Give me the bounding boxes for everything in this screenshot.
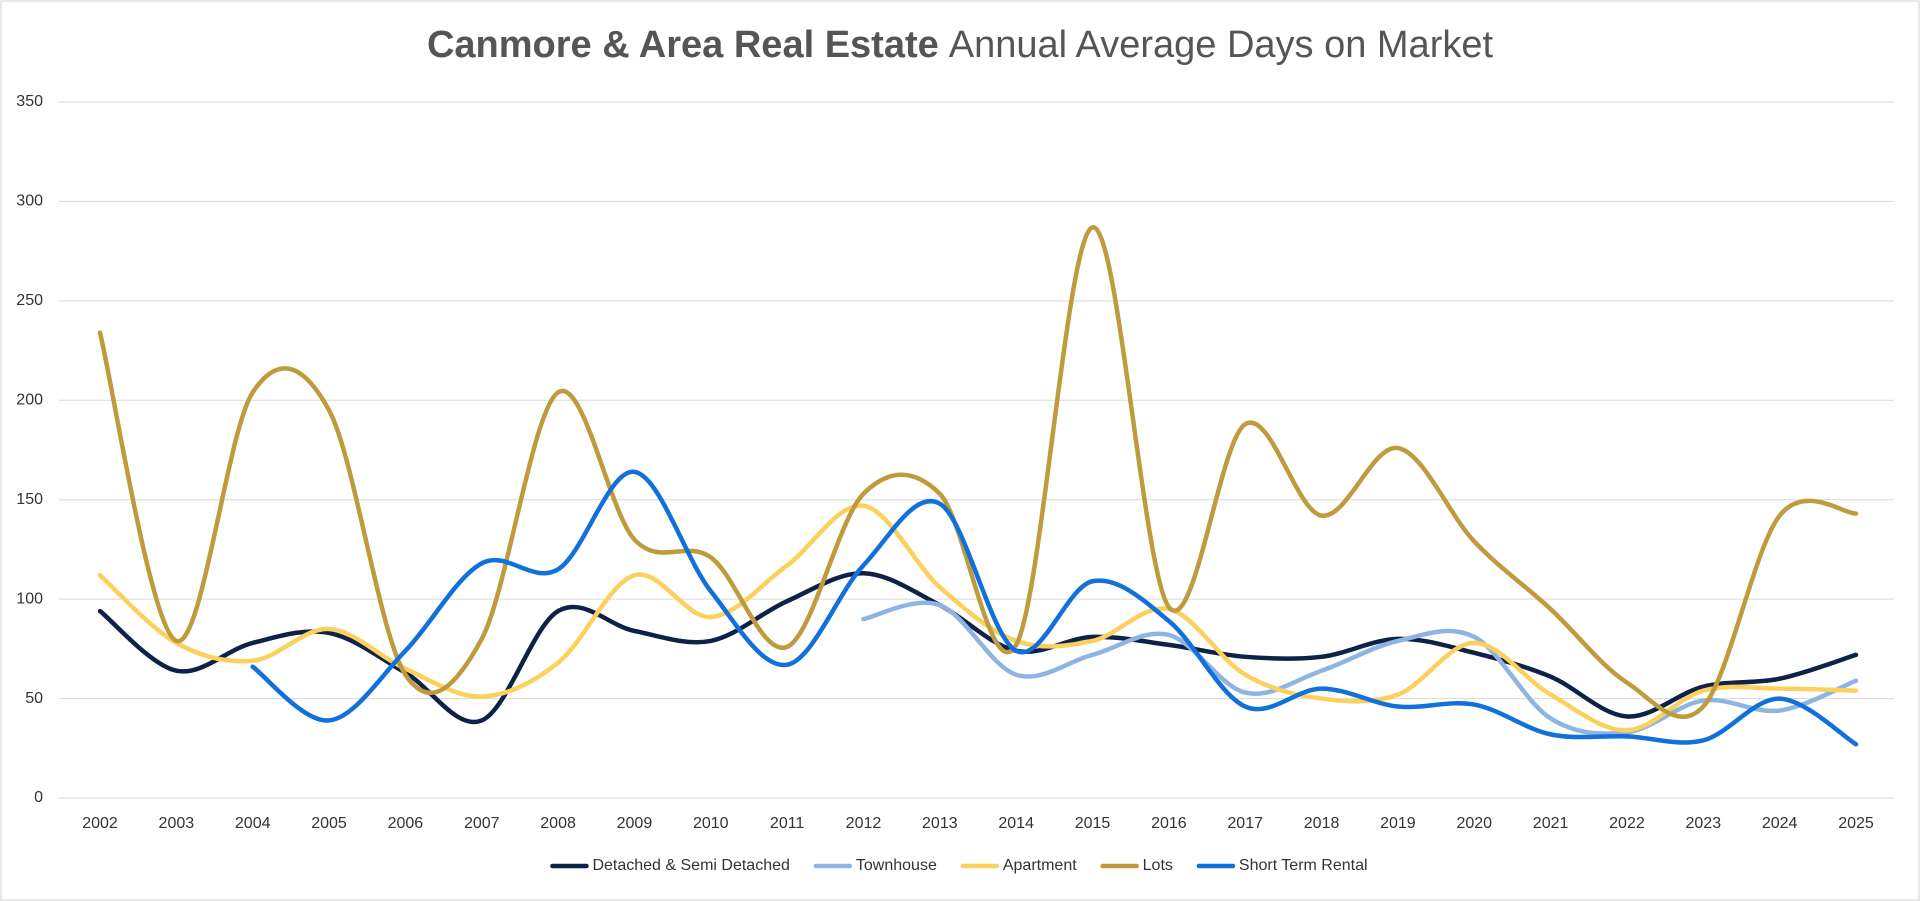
series-line [861, 600, 1859, 736]
x-tick-label: 2025 [1838, 815, 1874, 832]
y-tick-label: 0 [34, 789, 43, 806]
x-tick-label: 2019 [1380, 815, 1416, 832]
x-tick-label: 2009 [617, 815, 653, 832]
x-tick-label: 2016 [1151, 815, 1187, 832]
y-tick-label: 150 [16, 491, 43, 508]
x-tick-label: 2006 [388, 815, 424, 832]
x-tick-label: 2003 [159, 815, 195, 832]
y-tick-label: 50 [25, 690, 43, 707]
x-tick-label: 2023 [1686, 815, 1722, 832]
chart-heading: Canmore & Area Real Estate Annual Average… [427, 24, 1494, 66]
x-tick-label: 2012 [846, 815, 882, 832]
x-tick-label: 2024 [1762, 815, 1798, 832]
series-line [250, 469, 1859, 747]
y-tick-label: 350 [16, 93, 43, 110]
x-tick-label: 2022 [1609, 815, 1645, 832]
y-tick-label: 250 [16, 292, 43, 309]
x-tick-label: 2021 [1533, 815, 1569, 832]
legend: Detached & Semi Detached Townhouse Apartme… [550, 857, 1368, 874]
x-tick-label: 2017 [1227, 815, 1263, 832]
x-tick-label: 2013 [922, 815, 958, 832]
x-tick-label: 2002 [82, 815, 118, 832]
chart-subtitle: Annual Average Days on Market [949, 24, 1494, 66]
chart-title: Canmore & Area Real Estate [427, 24, 939, 66]
x-tick-label: 2020 [1456, 815, 1492, 832]
series-line [97, 225, 1859, 720]
x-tick-label: 2008 [540, 815, 576, 832]
x-tick-label: 2018 [1304, 815, 1340, 832]
legend-label: Townhouse [856, 857, 937, 874]
legend-label: Detached & Semi Detached [592, 857, 789, 874]
legend-label: Apartment [1003, 857, 1077, 874]
x-tick-label: 2005 [311, 815, 347, 832]
legend-label: Short Term Rental [1239, 857, 1368, 874]
y-tick-label: 300 [16, 193, 43, 210]
y-tick-label: 100 [16, 590, 43, 607]
legend-label: Lots [1143, 857, 1173, 874]
y-tick-label: 200 [16, 392, 43, 409]
x-tick-label: 2011 [770, 815, 805, 832]
x-tick-label: 2014 [998, 815, 1034, 832]
x-tick-label: 2004 [235, 815, 271, 832]
x-tick-label: 2010 [693, 815, 729, 832]
x-tick-label: 2015 [1075, 815, 1111, 832]
x-tick-label: 2007 [464, 815, 500, 832]
